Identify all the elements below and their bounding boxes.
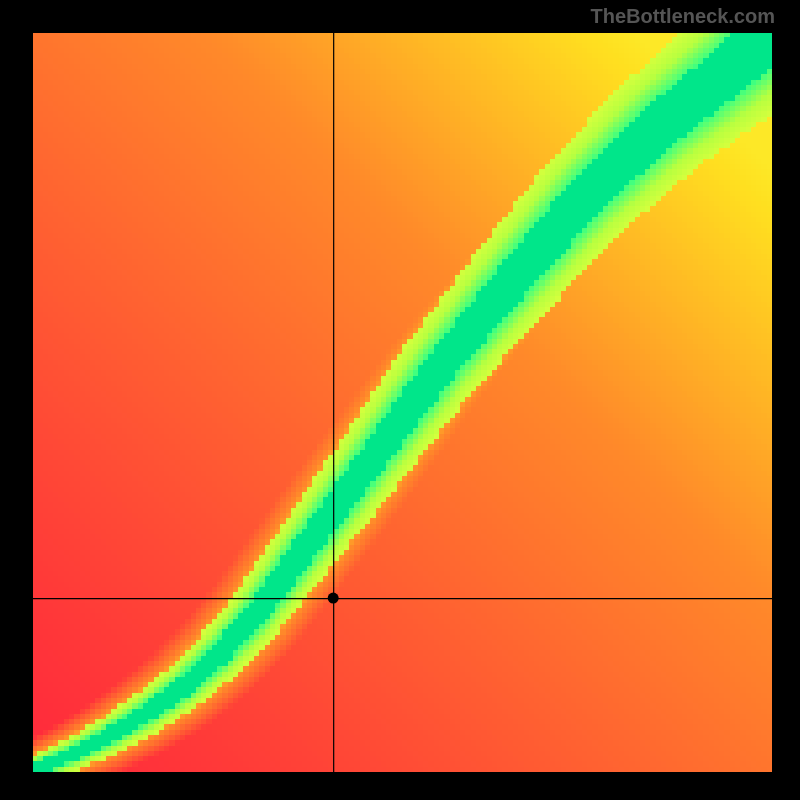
watermark-text: TheBottleneck.com [591,6,775,29]
root: TheBottleneck.com [0,0,800,800]
heatmap-canvas [0,0,800,800]
